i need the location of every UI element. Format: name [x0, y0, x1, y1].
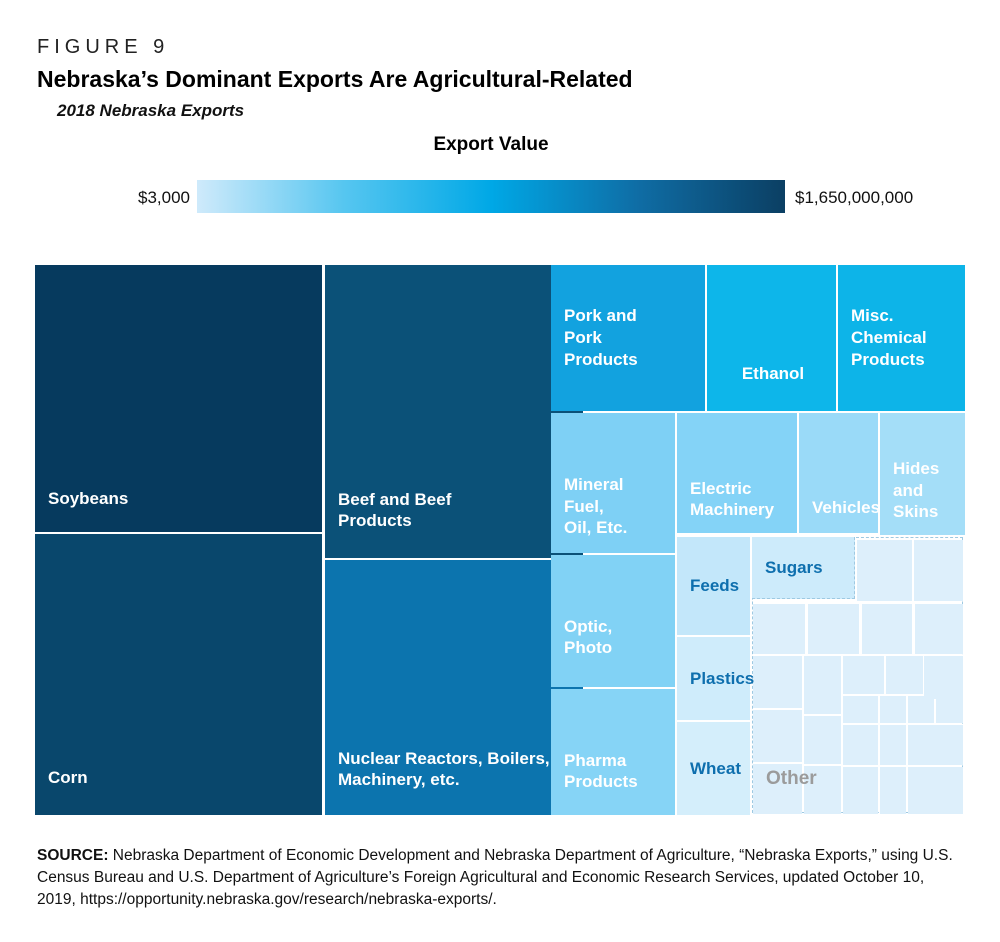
other-tile: [914, 540, 963, 601]
other-tile: [843, 767, 878, 814]
other-tile: [804, 716, 841, 764]
other-tile: [886, 656, 923, 694]
other-tile: [857, 540, 912, 601]
other-tile: [843, 696, 878, 723]
legend-min-value: $3,000: [138, 188, 190, 207]
tile-label: Soybeans: [48, 489, 129, 509]
tile-label: Electric Machinery: [690, 478, 775, 520]
figure-subtitle: 2018 Nebraska Exports: [57, 101, 245, 120]
other-tile: [753, 710, 802, 762]
tile-electric-machinery: Electric Machinery: [677, 413, 797, 533]
tile-label: Hides and Skins: [893, 458, 940, 522]
tile-pork: Pork and Pork Products: [551, 265, 705, 411]
other-tile: [843, 725, 878, 765]
tile-hides-skins: Hides and Skins: [880, 413, 965, 535]
other-tile: [880, 767, 906, 814]
treemap: Other Soybeans Corn Beef and Beef Products N…: [35, 265, 965, 815]
tile-sugars: Sugars: [752, 537, 855, 599]
tile-soybeans: Soybeans: [35, 265, 322, 532]
tile-nuclear-reactors: Nuclear Reactors, Boilers, Machinery, et…: [325, 560, 583, 815]
legend-title: Export Value: [433, 134, 549, 155]
figure-number: FIGURE 9: [37, 36, 170, 58]
tile-label: Optic, Photo: [564, 616, 613, 658]
other-tile: [808, 604, 859, 654]
tile-label: Sugars: [765, 557, 823, 577]
tile-other-region: Other: [752, 537, 963, 814]
tile-pharma: Pharma Products: [551, 689, 675, 815]
tile-ethanol: Ethanol: [707, 265, 836, 411]
tile-label: Wheat: [690, 758, 741, 778]
other-tile: [908, 725, 963, 765]
tile-label: Ethanol: [741, 364, 805, 384]
tile-label: Feeds: [690, 576, 740, 596]
source-text: Nebraska Department of Economic Developm…: [37, 847, 953, 908]
tile-plastics: Plastics: [677, 637, 754, 720]
tile-label: Misc. Chemical Products: [851, 306, 927, 369]
tile-label: Plastics: [690, 668, 755, 688]
source-note: SOURCE: Nebraska Department of Economic …: [37, 845, 963, 911]
tile-beef: Beef and Beef Products: [325, 265, 583, 558]
tile-corn: Corn: [35, 534, 322, 815]
tile-label-other: Other: [766, 768, 817, 789]
figure-title: Nebraska’s Dominant Exports Are Agricult…: [37, 66, 633, 92]
other-tile: [908, 696, 934, 723]
other-tile: [862, 604, 912, 654]
other-tile: [915, 604, 963, 654]
tile-label: Pharma Products: [564, 750, 638, 792]
other-tile: [753, 764, 802, 814]
color-scale-gradient: [197, 180, 785, 213]
source-label: SOURCE:: [37, 847, 109, 864]
tile-label: Nuclear Reactors, Boilers, Machinery, et…: [338, 748, 550, 790]
other-tile: [880, 696, 906, 723]
tile-label: Corn: [48, 768, 88, 788]
tile-misc-chemical: Misc. Chemical Products: [838, 265, 965, 411]
other-tile: [804, 656, 841, 714]
tile-optic-photo: Optic, Photo: [551, 555, 675, 687]
tile-label: Beef and Beef Products: [338, 489, 452, 531]
other-tile: [804, 766, 841, 814]
tile-label: Vehicles: [812, 498, 881, 518]
tile-feeds: Feeds: [677, 537, 750, 635]
tile-label: Mineral Fuel, Oil, Etc.: [564, 474, 628, 538]
other-tile: [753, 656, 802, 708]
other-tile: [924, 656, 963, 699]
other-tile: [880, 725, 906, 765]
tile-wheat: Wheat: [677, 722, 750, 815]
other-tile: [936, 696, 963, 723]
tile-vehicles: Vehicles: [799, 413, 880, 533]
tile-label: Pork and Pork Products: [564, 306, 638, 369]
legend-max-value: $1,650,000,000: [795, 188, 914, 207]
other-tile: [908, 767, 963, 814]
other-tile: [753, 604, 805, 654]
other-tile: [843, 656, 884, 694]
tile-mineral-fuel: Mineral Fuel, Oil, Etc.: [551, 413, 675, 553]
